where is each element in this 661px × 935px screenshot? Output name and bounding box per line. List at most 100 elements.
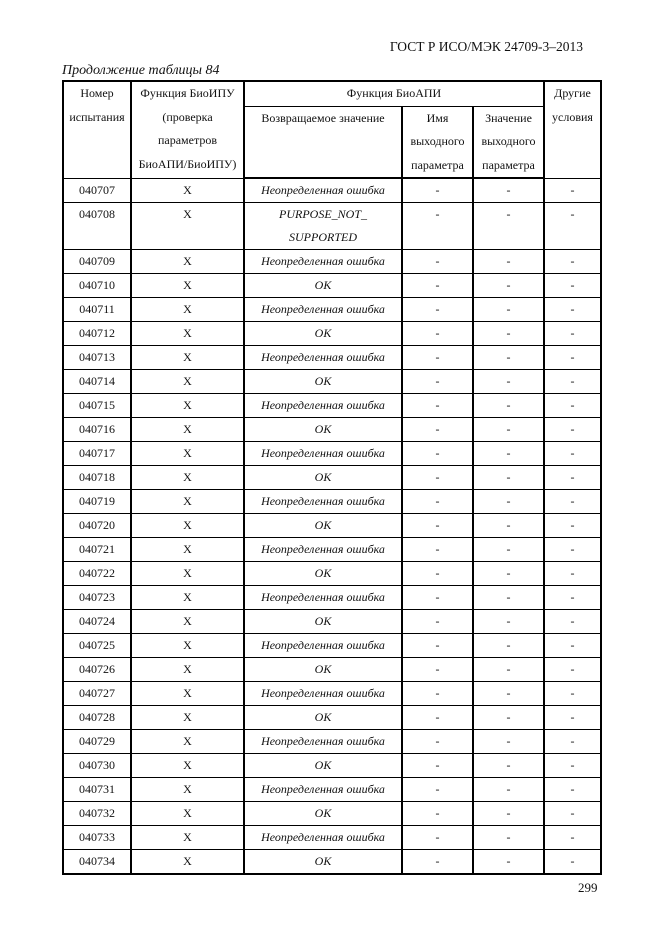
cell-output-value: - [472, 633, 545, 658]
cell-return-value: OK [243, 417, 403, 442]
table-row: 040728 X OK - - - [62, 705, 602, 730]
cell-output-name: - [401, 369, 474, 394]
return-value-line: OK [314, 470, 332, 484]
cell-other-conditions: - [543, 273, 602, 298]
return-value-line: OK [314, 278, 332, 292]
cell-bsp-function: X [130, 202, 245, 250]
cell-other-conditions: - [543, 441, 602, 466]
page-number: 299 [578, 880, 598, 895]
cell-bsp-function: X [130, 825, 245, 850]
cell-output-name: - [401, 273, 474, 298]
cell-output-value: - [472, 777, 545, 802]
cell-output-name: - [401, 417, 474, 442]
cell-output-name: - [401, 489, 474, 514]
table-row: 040727 X Неопределенная ошибка - - - [62, 681, 602, 706]
cell-other-conditions: - [543, 297, 602, 322]
cell-output-name: - [401, 297, 474, 322]
cell-test-number: 040722 [62, 561, 132, 586]
cell-other-conditions: - [543, 417, 602, 442]
cell-return-value: OK [243, 801, 403, 826]
cell-test-number: 040729 [62, 729, 132, 754]
cell-test-number: 040710 [62, 273, 132, 298]
cell-bsp-function: X [130, 393, 245, 418]
cell-bsp-function: X [130, 441, 245, 466]
cell-bsp-function: X [130, 609, 245, 634]
table-row: 040730 X OK - - - [62, 753, 602, 778]
return-value-line: OK [314, 614, 332, 628]
return-value-line: OK [314, 710, 332, 724]
cell-other-conditions: - [543, 321, 602, 346]
cell-output-name: - [401, 513, 474, 538]
cell-output-value: - [472, 657, 545, 682]
cell-other-conditions: - [543, 369, 602, 394]
table-row: 040720 X OK - - - [62, 513, 602, 538]
cell-test-number: 040732 [62, 801, 132, 826]
table-row: 040733 X Неопределенная ошибка - - - [62, 825, 602, 850]
cell-other-conditions: - [543, 705, 602, 730]
cell-output-name: - [401, 753, 474, 778]
cell-bsp-function: X [130, 753, 245, 778]
cell-output-name: - [401, 609, 474, 634]
cell-return-value: OK [243, 513, 403, 538]
col-header-output-value: Значение выходного параметра [472, 105, 545, 179]
col-header-other-conditions: Другие условия [543, 80, 602, 179]
return-value-line: Неопределенная ошибка [261, 446, 385, 460]
cell-bsp-function: X [130, 297, 245, 322]
cell-test-number: 040708 [62, 202, 132, 250]
cell-output-value: - [472, 345, 545, 370]
table-row: 040719 X Неопределенная ошибка - - - [62, 489, 602, 514]
cell-other-conditions: - [543, 777, 602, 802]
cell-other-conditions: - [543, 585, 602, 610]
cell-return-value: Неопределенная ошибка [243, 393, 403, 418]
cell-bsp-function: X [130, 681, 245, 706]
cell-other-conditions: - [543, 729, 602, 754]
table-row: 040726 X OK - - - [62, 657, 602, 682]
cell-bsp-function: X [130, 705, 245, 730]
return-value-line: Неопределенная ошибка [261, 398, 385, 412]
cell-output-name: - [401, 825, 474, 850]
cell-return-value: Неопределенная ошибка [243, 585, 403, 610]
table-row: 040721 X Неопределенная ошибка - - - [62, 537, 602, 562]
cell-test-number: 040716 [62, 417, 132, 442]
cell-test-number: 040725 [62, 633, 132, 658]
return-value-line: PURPOSE_NOT_ [279, 207, 367, 221]
table-row: 040725 X Неопределенная ошибка - - - [62, 633, 602, 658]
col-header-test-number: Номер испытания [62, 80, 132, 179]
cell-return-value: Неопределенная ошибка [243, 681, 403, 706]
cell-output-value: - [472, 705, 545, 730]
table-row: 040722 X OK - - - [62, 561, 602, 586]
return-value-line: OK [314, 518, 332, 532]
cell-return-value: OK [243, 849, 403, 875]
cell-other-conditions: - [543, 489, 602, 514]
return-value-line: Неопределенная ошибка [261, 494, 385, 508]
cell-return-value: Неопределенная ошибка [243, 537, 403, 562]
cell-output-value: - [472, 369, 545, 394]
cell-bsp-function: X [130, 801, 245, 826]
cell-return-value: OK [243, 369, 403, 394]
cell-test-number: 040731 [62, 777, 132, 802]
table-row: 040709 X Неопределенная ошибка - - - [62, 249, 602, 274]
cell-bsp-function: X [130, 777, 245, 802]
cell-bsp-function: X [130, 417, 245, 442]
cell-output-value: - [472, 825, 545, 850]
cell-other-conditions: - [543, 202, 602, 250]
cell-bsp-function: X [130, 177, 245, 203]
cell-bsp-function: X [130, 345, 245, 370]
cell-output-value: - [472, 441, 545, 466]
cell-return-value: Неопределенная ошибка [243, 729, 403, 754]
cell-return-value: PURPOSE_NOT_ SUPPORTED [243, 202, 403, 250]
return-value-line: OK [314, 854, 332, 868]
cell-return-value: Неопределенная ошибка [243, 489, 403, 514]
cell-other-conditions: - [543, 681, 602, 706]
cell-bsp-function: X [130, 537, 245, 562]
cell-test-number: 040714 [62, 369, 132, 394]
cell-return-value: OK [243, 657, 403, 682]
cell-return-value: OK [243, 561, 403, 586]
col-header-output-name: Имя выходного параметра [401, 105, 474, 179]
cell-test-number: 040734 [62, 849, 132, 875]
cell-output-name: - [401, 657, 474, 682]
cell-test-number: 040713 [62, 345, 132, 370]
cell-test-number: 040715 [62, 393, 132, 418]
return-value-line: Неопределенная ошибка [261, 350, 385, 364]
return-value-line: Неопределенная ошибка [261, 590, 385, 604]
